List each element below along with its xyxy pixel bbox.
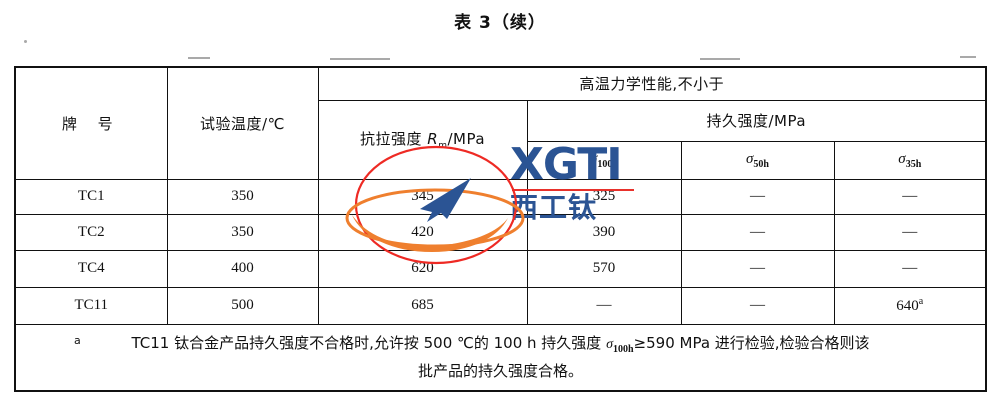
cell-tensile-strength: 345 <box>317 178 528 215</box>
header-tensile-strength-symbol: Rm <box>427 130 448 151</box>
cell-sigma-100h: 390 <box>526 213 682 251</box>
header-high-temp-group: 高温力学性能,不小于 <box>317 66 987 101</box>
spec-table-container: 牌 号 试验温度/℃ 高温力学性能,不小于 抗拉强度 Rm/MPa 持久强度/M… <box>14 66 988 392</box>
table-header-row-1: 牌 号 试验温度/℃ 高温力学性能,不小于 <box>14 66 987 180</box>
cell-grade: TC4 <box>14 249 168 288</box>
cell-test-temperature: 350 <box>166 178 319 215</box>
cell-sigma-50h: — <box>680 178 835 215</box>
cell-grade: TC11 <box>14 286 168 325</box>
spec-table: 牌 号 试验温度/℃ 高温力学性能,不小于 抗拉强度 Rm/MPa 持久强度/M… <box>14 66 988 392</box>
footnote-sigma-symbol: σ100h <box>606 336 634 355</box>
footnote-line-1b: ≥590 MPa 进行检验,检验合格则该 <box>633 333 870 352</box>
scan-speck <box>960 56 976 58</box>
cell-tensile-strength: 685 <box>317 286 528 325</box>
cell-sigma-50h: — <box>680 213 835 251</box>
header-tensile-strength-label: 抗拉强度 <box>359 130 428 148</box>
scan-speck <box>24 40 27 43</box>
footnote-marker: a <box>74 333 81 347</box>
header-test-temperature: 试验温度/℃ <box>166 66 319 180</box>
footnote-line-2: 批产品的持久强度合格。 <box>418 362 584 381</box>
cell-tensile-strength: 420 <box>317 213 528 251</box>
cell-grade: TC2 <box>14 213 168 251</box>
cell-sigma-35h: 640a <box>833 286 987 325</box>
footnote-ref-marker: a <box>918 296 924 307</box>
scan-speck <box>700 58 740 60</box>
cell-grade: TC1 <box>14 178 168 215</box>
header-grade: 牌 号 <box>14 66 168 180</box>
cell-sigma-100h: — <box>526 286 682 325</box>
cell-sigma-100h: 570 <box>526 249 682 288</box>
header-sigma-100h: σ100h <box>526 140 682 180</box>
table-footnote-row: a TC11 钛合金产品持久强度不合格时,允许按 500 ℃的 100 h 持久强… <box>14 323 987 392</box>
table-row: TC4 400 620 570 — — <box>14 249 987 288</box>
table-row: TC1 350 345 325 — — <box>14 178 987 215</box>
table-header-row-3: σ100h σ50h σ35h <box>15 140 987 180</box>
cell-test-temperature: 500 <box>166 286 319 325</box>
cell-test-temperature: 400 <box>166 249 319 288</box>
table-row: TC11 500 685 — — 640a <box>14 286 987 325</box>
cell-sigma-100h: 325 <box>526 178 682 215</box>
cell-sigma-50h: — <box>680 249 835 288</box>
footnote-cell: a TC11 钛合金产品持久强度不合格时,允许按 500 ℃的 100 h 持久强… <box>14 323 987 392</box>
cell-sigma-35h: — <box>833 213 987 251</box>
table-row: TC2 350 420 390 — — <box>14 213 987 251</box>
scan-speck <box>188 57 210 59</box>
cell-sigma-35h: — <box>833 178 987 215</box>
header-sigma-35h: σ35h <box>833 140 987 180</box>
footnote-line-1a: TC11 钛合金产品持久强度不合格时,允许按 500 ℃的 100 h 持久强度 <box>131 333 607 352</box>
page-title: 表 3（续） <box>454 13 546 33</box>
cell-sigma-35h-value: 640 <box>896 298 919 314</box>
cell-tensile-strength: 620 <box>317 249 528 288</box>
cell-sigma-50h: — <box>680 286 835 325</box>
header-sigma-50h: σ50h <box>680 140 835 180</box>
cell-test-temperature: 350 <box>166 213 319 251</box>
header-tensile-strength-unit: /MPa <box>447 130 486 148</box>
header-endurance-group: 持久强度/MPa <box>526 99 987 142</box>
scan-speck <box>330 58 390 60</box>
cell-sigma-35h: — <box>833 249 987 288</box>
header-tensile-strength: 抗拉强度 Rm/MPa <box>317 99 528 180</box>
